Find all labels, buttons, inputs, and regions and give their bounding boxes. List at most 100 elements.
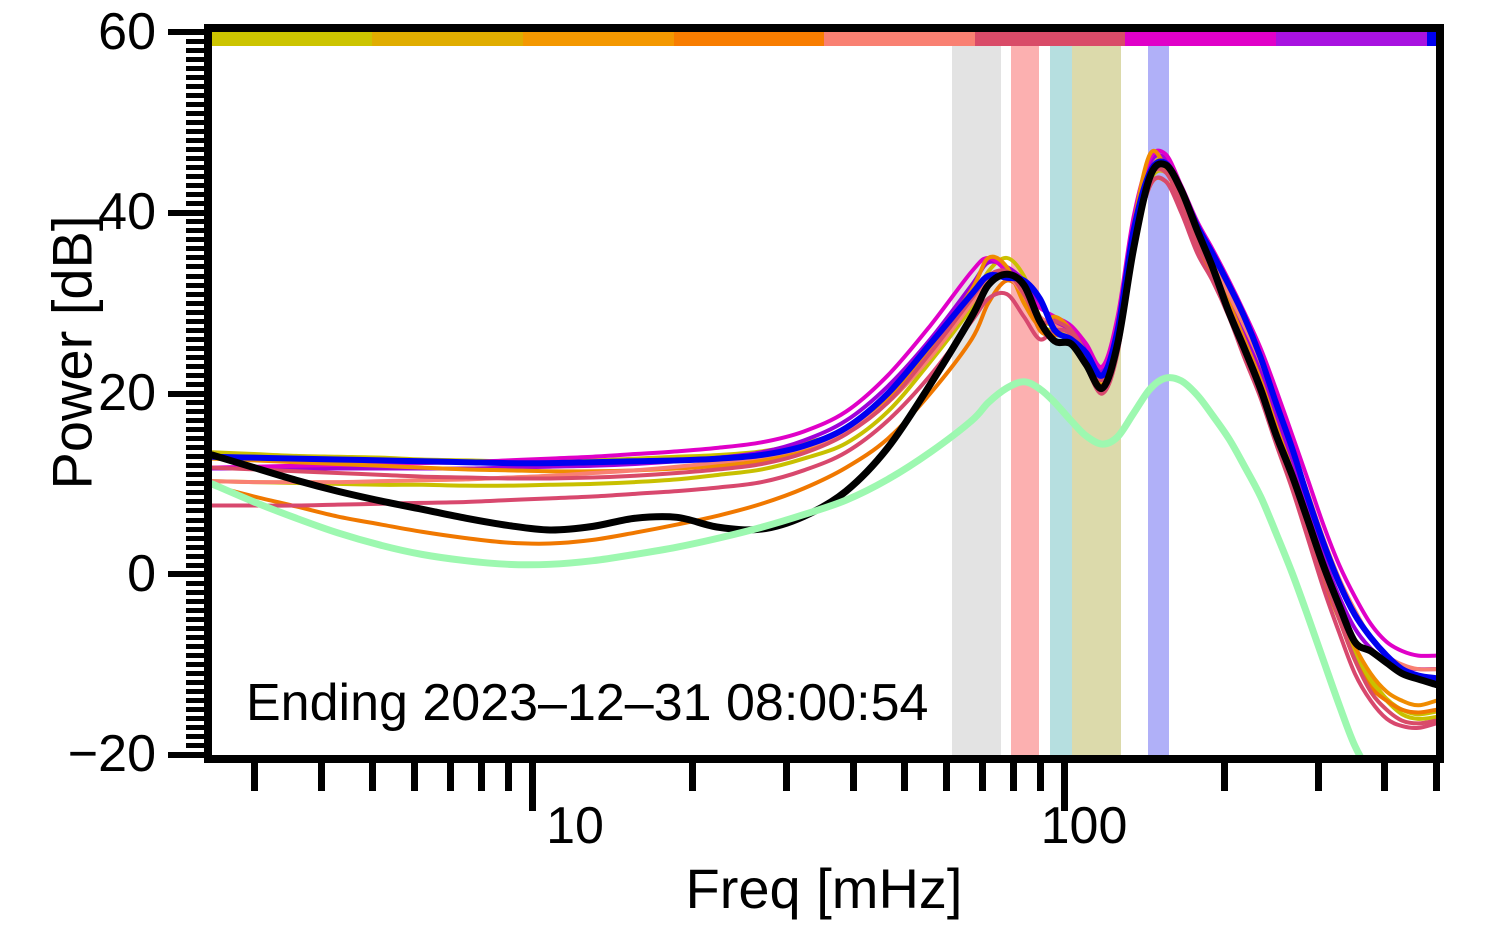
y-minor-tick xyxy=(186,418,212,424)
y-minor-tick xyxy=(186,237,212,243)
x-minor-tick xyxy=(1433,763,1440,791)
color-bar-segment-5 xyxy=(975,32,1125,46)
y-minor-tick xyxy=(186,644,212,650)
y-minor-tick xyxy=(186,183,212,189)
y-minor-tick xyxy=(186,607,212,613)
y-minor-tick xyxy=(186,635,212,640)
color-bar-segment-0 xyxy=(212,32,373,46)
y-minor-tick xyxy=(186,499,212,505)
y-tick-label-0: 0 xyxy=(127,545,156,603)
y-minor-tick xyxy=(186,562,212,568)
x-minor-tick xyxy=(504,763,512,791)
y-minor-tick xyxy=(186,65,212,71)
y-tick-label-20: 20 xyxy=(98,364,156,422)
y-minor-tick xyxy=(186,436,212,442)
y-minor-tick xyxy=(186,689,212,695)
y-minor-tick xyxy=(186,101,212,107)
y-minor-tick xyxy=(186,463,212,469)
curve-orange xyxy=(212,148,1436,708)
spectra-curves xyxy=(212,148,1436,755)
y-tick-label-60: 60 xyxy=(98,3,156,61)
curve-light-green xyxy=(212,374,1364,755)
y-minor-tick xyxy=(186,743,212,749)
y-minor-tick xyxy=(186,56,212,62)
x-minor-tick xyxy=(1381,763,1389,791)
y-minor-tick xyxy=(186,92,212,98)
y-minor-tick xyxy=(186,255,212,261)
color-bar-segment-3 xyxy=(674,32,825,46)
y-minor-tick xyxy=(186,625,212,631)
y-minor-tick xyxy=(186,128,212,134)
curve-purple xyxy=(212,153,1436,672)
x-minor-tick xyxy=(978,763,986,791)
y-minor-tick xyxy=(186,336,212,342)
color-bar-segment-2 xyxy=(522,32,675,46)
y-minor-tick xyxy=(186,264,212,270)
y-tick-label-40: 40 xyxy=(98,183,156,241)
x-axis-label: Freq [mHz] xyxy=(685,857,963,920)
y-minor-tick xyxy=(186,146,212,152)
color-bar-segment-8 xyxy=(1426,32,1436,46)
y-minor-tick xyxy=(186,653,212,659)
y-major-tick xyxy=(168,571,212,578)
y-minor-tick xyxy=(186,680,212,686)
y-minor-tick xyxy=(186,309,212,315)
y-minor-tick xyxy=(186,517,212,523)
y-minor-tick xyxy=(186,219,212,225)
x-minor-tick xyxy=(369,763,377,791)
y-minor-tick xyxy=(186,662,212,668)
x-minor-tick xyxy=(411,763,419,791)
curve-magenta xyxy=(212,148,1436,658)
y-minor-tick xyxy=(186,580,212,586)
y-axis-label: Power [dB] xyxy=(40,215,104,490)
y-minor-tick xyxy=(186,490,212,496)
ending-timestamp-annotation: Ending 2023–12–31 08:00:54 xyxy=(246,674,929,732)
x-tick-label-100: 100 xyxy=(1040,797,1128,855)
band-pink xyxy=(1011,46,1039,755)
color-bar-segment-4 xyxy=(824,32,976,46)
band-teal xyxy=(1049,46,1073,755)
y-minor-tick xyxy=(186,291,212,297)
x-minor-tick xyxy=(477,763,485,791)
y-minor-tick xyxy=(186,300,212,306)
y-minor-tick xyxy=(186,716,212,722)
y-minor-tick xyxy=(186,553,212,559)
y-minor-tick xyxy=(186,273,212,279)
y-minor-tick xyxy=(186,472,212,478)
y-minor-tick xyxy=(186,372,212,378)
y-minor-tick xyxy=(186,156,212,162)
y-minor-tick xyxy=(186,427,212,433)
y-minor-tick xyxy=(186,598,212,604)
y-minor-tick xyxy=(186,119,212,125)
y-minor-tick xyxy=(186,327,212,333)
y-minor-tick xyxy=(186,137,212,143)
y-minor-tick xyxy=(186,544,212,550)
y-minor-tick xyxy=(186,74,212,80)
y-minor-tick xyxy=(186,445,212,451)
y-minor-tick xyxy=(186,228,212,234)
x-minor-tick xyxy=(1009,763,1017,791)
x-minor-tick xyxy=(1221,763,1229,791)
y-minor-tick xyxy=(186,454,212,460)
y-minor-tick xyxy=(186,363,212,369)
x-minor-tick xyxy=(1036,763,1044,791)
color-bar-segment-6 xyxy=(1124,32,1276,46)
y-major-tick xyxy=(168,390,212,397)
y-minor-tick xyxy=(186,354,212,360)
x-minor-tick xyxy=(783,763,791,791)
y-tick-label-m20: −20 xyxy=(67,725,156,783)
color-bar-segment-1 xyxy=(372,32,523,46)
y-minor-tick xyxy=(186,381,212,387)
band-periwinkle xyxy=(1148,46,1170,755)
y-minor-tick xyxy=(186,165,212,171)
y-minor-tick xyxy=(186,698,212,704)
y-major-tick xyxy=(168,29,212,35)
x-minor-tick xyxy=(317,763,325,791)
y-minor-tick xyxy=(186,734,212,740)
y-minor-tick xyxy=(186,508,212,514)
curve-crimson xyxy=(212,166,1436,726)
band-khaki xyxy=(1072,46,1122,755)
x-minor-tick xyxy=(943,763,951,791)
y-minor-tick xyxy=(186,282,212,288)
